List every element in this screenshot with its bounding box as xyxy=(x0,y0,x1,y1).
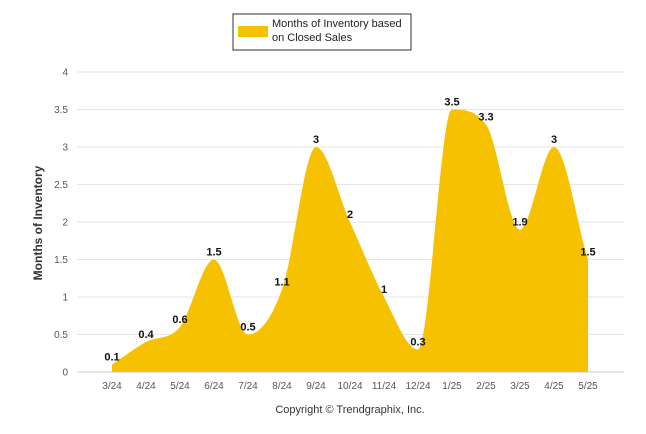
series-area-path xyxy=(112,109,588,372)
y-tick-label: 1.5 xyxy=(54,255,68,266)
x-tick-label: 5/25 xyxy=(578,381,598,392)
legend-label-line2: on Closed Sales xyxy=(272,32,353,44)
data-label: 0.3 xyxy=(410,337,425,349)
data-label: 2 xyxy=(347,209,353,221)
copyright-footer: Copyright © Trendgraphix, Inc. xyxy=(275,404,424,416)
legend-swatch xyxy=(238,26,268,37)
y-tick-label: 0.5 xyxy=(54,330,68,341)
y-tick-label: 2.5 xyxy=(54,180,68,191)
x-tick-label: 9/24 xyxy=(306,381,326,392)
legend: Months of Inventory based on Closed Sale… xyxy=(232,13,412,51)
data-label: 3.3 xyxy=(478,112,493,124)
data-label: 3 xyxy=(551,134,557,146)
y-tick-label: 1 xyxy=(62,293,68,304)
series-area xyxy=(112,109,588,372)
y-tick-label: 3.5 xyxy=(54,105,68,116)
data-label: 0.4 xyxy=(138,329,154,341)
x-tick-label: 8/24 xyxy=(272,381,292,392)
data-label: 1.5 xyxy=(580,247,595,259)
y-tick-label: 2 xyxy=(62,218,68,229)
y-tick-label: 0 xyxy=(62,368,68,379)
x-tick-label: 12/24 xyxy=(405,381,430,392)
data-label: 0.1 xyxy=(104,352,119,364)
y-tick-label: 4 xyxy=(62,68,68,79)
x-tick-label: 11/24 xyxy=(372,381,397,392)
legend-label-line1: Months of Inventory based xyxy=(272,18,402,30)
data-label: 0.6 xyxy=(172,314,187,326)
x-axis-ticks: 3/24 4/24 5/24 6/24 7/24 8/24 9/24 10/24 11/24 12… xyxy=(102,381,598,392)
x-tick-label: 7/24 xyxy=(238,381,258,392)
data-label: 1.9 xyxy=(512,217,527,229)
grid-lines xyxy=(77,71,624,373)
y-axis-ticks: 0 0.5 1 1.5 2 2.5 3 3.5 4 xyxy=(54,68,68,379)
data-label: 1.1 xyxy=(274,277,289,289)
x-tick-label: 4/24 xyxy=(136,381,156,392)
x-tick-label: 1/25 xyxy=(442,381,462,392)
x-tick-label: 10/24 xyxy=(337,381,362,392)
x-tick-label: 5/24 xyxy=(170,381,190,392)
data-label: 3.5 xyxy=(444,97,459,109)
data-label: 3 xyxy=(313,134,319,146)
y-axis-title: Months of Inventory xyxy=(31,165,45,280)
data-label: 1.5 xyxy=(206,247,221,259)
x-tick-label: 2/25 xyxy=(476,381,496,392)
data-label: 0.5 xyxy=(240,322,255,334)
data-label: 1 xyxy=(381,284,387,296)
data-labels: 0.1 0.4 0.6 1.5 0.5 1.1 3 2 1 0.3 3.5 3.3 1.9 3 1.5 xyxy=(104,97,595,364)
x-tick-label: 6/24 xyxy=(204,381,224,392)
x-tick-label: 3/25 xyxy=(510,381,530,392)
x-tick-label: 4/25 xyxy=(544,381,564,392)
x-tick-label: 3/24 xyxy=(102,381,122,392)
y-tick-label: 3 xyxy=(62,143,68,154)
